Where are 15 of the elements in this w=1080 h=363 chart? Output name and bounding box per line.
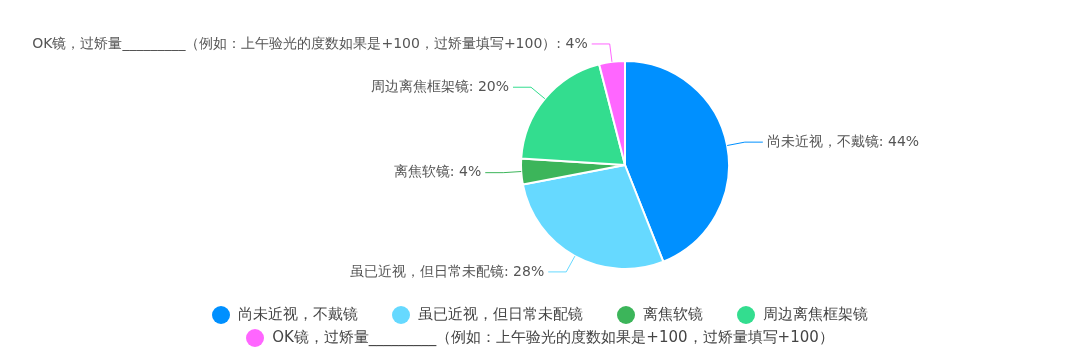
slice-label: OK镜，过矫量_________（例如：上午验光的度数如果是+100，过矫量填写+100） — [32, 34, 557, 51]
legend-label: 虽已近视，但日常未配镜 — [418, 305, 583, 324]
legend-label: 周边离焦框架镜 — [763, 305, 868, 324]
legend-label: OK镜，过矫量_________（例如：上午验光的度数如果是+100，过矫量填写+100） — [272, 328, 834, 347]
data-label: : 44% — [878, 132, 920, 149]
data-label: : 4% — [556, 34, 588, 51]
legend-label: 尚未近视，不戴镜 — [238, 305, 358, 324]
slice-label: 离焦软镜 — [393, 163, 450, 180]
slice-label: 周边离焦框架镜 — [370, 77, 469, 94]
legend-label: 离焦软镜 — [643, 305, 703, 324]
slice-label: 尚未近视，不戴镜 — [766, 132, 879, 149]
slice-label: 虽已近视，但日常未配镜 — [349, 262, 504, 279]
data-label: : 20% — [468, 77, 510, 94]
data-label: : 4% — [449, 163, 482, 180]
data-label: : 28% — [503, 262, 545, 279]
